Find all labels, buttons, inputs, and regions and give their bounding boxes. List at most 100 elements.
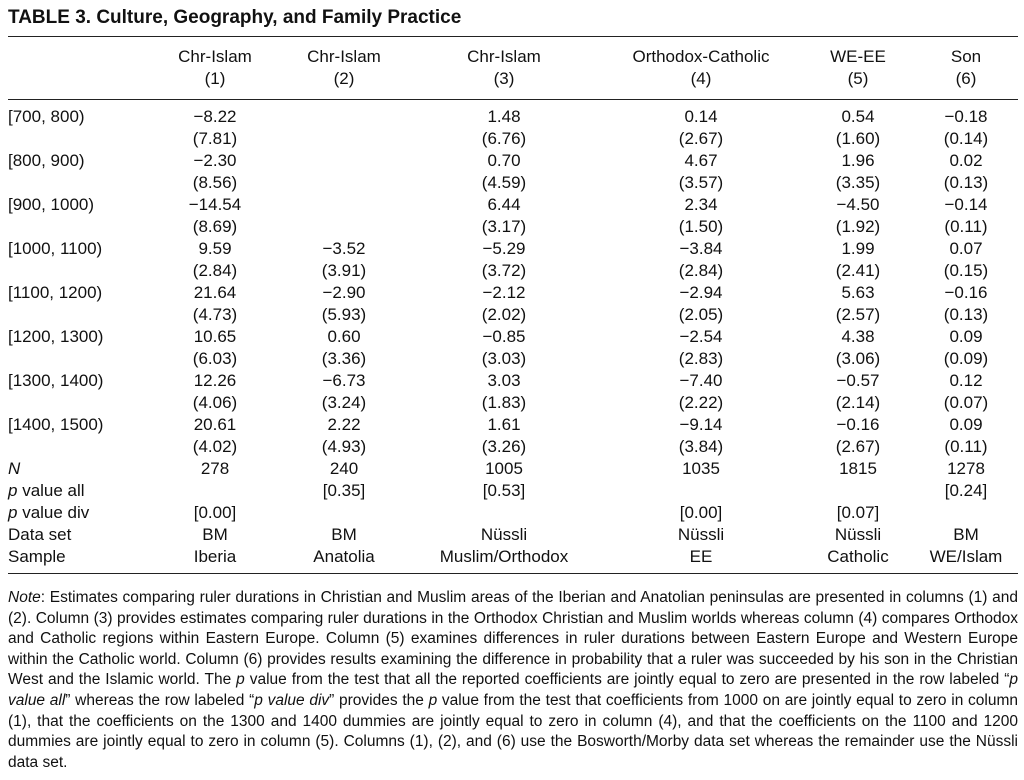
- statistic-row: Sample Iberia Anatolia Muslim/Orthodox EE Cat…: [8, 546, 1018, 568]
- note-text: ” whereas the row labeled “: [65, 691, 255, 709]
- statistic-cell: [0.00]: [193, 503, 237, 522]
- standard-error-cell: (2.22): [678, 393, 724, 412]
- standard-error-row: (4.02) (4.93) (3.26) (3.84) (2.67) (0.11): [8, 436, 1018, 458]
- column-numbers-row: (1) (2) (3) (4) (5) (6): [8, 68, 1018, 90]
- row-label-empty: [8, 216, 150, 238]
- statistic-row: Data set BM BM Nüssli Nüssli Nüssli BM: [8, 524, 1018, 546]
- statistic-label: Sample: [8, 546, 150, 568]
- standard-error-cell: (1.92): [835, 217, 881, 236]
- coefficient-cell: 10.65: [193, 327, 237, 346]
- statistic-cell: Catholic: [827, 547, 889, 566]
- coefficient-cell: −2.94: [679, 283, 723, 302]
- standard-error-cell: (2.57): [835, 305, 881, 324]
- standard-error-cell: (1.50): [678, 217, 724, 236]
- row-label-empty: [8, 436, 150, 458]
- statistic-label-text: N: [8, 459, 21, 478]
- standard-error-cell: [280, 216, 408, 238]
- statistic-label: Data set: [8, 524, 150, 546]
- standard-error-cell: (3.03): [481, 349, 527, 368]
- coefficient-cell: 20.61: [193, 415, 237, 434]
- coefficient-cell: 0.14: [684, 107, 718, 126]
- top-rule: [8, 36, 1018, 37]
- column-name: Son: [950, 47, 982, 66]
- statistic-label: N: [8, 458, 150, 480]
- statistic-cell: Anatolia: [313, 547, 375, 566]
- statistic-cell: [0.07]: [836, 503, 880, 522]
- column-number: (6): [955, 69, 977, 88]
- coefficient-cell: −0.16: [836, 415, 880, 434]
- standard-error-cell: (1.83): [481, 393, 527, 412]
- coefficient-cell: −2.90: [322, 283, 366, 302]
- statistic-label-italic: p: [8, 481, 18, 500]
- standard-error-cell: (4.06): [192, 393, 238, 412]
- statistic-label-text: Data set: [8, 525, 72, 544]
- statistic-cell: BM: [331, 525, 357, 544]
- standard-error-row: (7.81) (6.76) (2.67) (1.60) (0.14): [8, 128, 1018, 150]
- coefficient-cell: −4.50: [836, 195, 880, 214]
- column-number: (5): [847, 69, 869, 88]
- column-number: (1): [204, 69, 226, 88]
- standard-error-cell: (2.14): [835, 393, 881, 412]
- statistic-row: N 278 240 1005 1035 1815 1278: [8, 458, 1018, 480]
- coefficient-row: [1300, 1400) 12.26 −6.73 3.03 −7.40 −0.57 0.12: [8, 370, 1018, 392]
- row-label: [800, 900): [8, 151, 85, 170]
- standard-error-cell: [280, 128, 408, 150]
- standard-error-cell: (3.35): [835, 173, 881, 192]
- standard-error-cell: (1.60): [835, 129, 881, 148]
- standard-error-cell: (0.07): [943, 393, 989, 412]
- coefficient-cell: 2.22: [327, 415, 361, 434]
- coefficient-cell: 1.96: [841, 151, 875, 170]
- statistic-cell: EE: [689, 547, 713, 566]
- column-number: (3): [493, 69, 515, 88]
- coefficient-cell: −3.52: [322, 239, 366, 258]
- coefficient-cell: 0.60: [327, 327, 361, 346]
- coefficient-cell: 4.38: [841, 327, 875, 346]
- standard-error-cell: (3.72): [481, 261, 527, 280]
- statistic-cell: [600, 480, 802, 502]
- statistic-cell: Nüssli: [834, 525, 882, 544]
- coefficient-cell: −0.16: [944, 283, 988, 302]
- coefficient-row: [700, 800) −8.22 1.48 0.14 0.54 −0.18: [8, 106, 1018, 128]
- statistic-cell: WE/Islam: [929, 547, 1003, 566]
- coefficient-row: [900, 1000) −14.54 6.44 2.34 −4.50 −0.14: [8, 194, 1018, 216]
- coefficient-cell: 3.03: [487, 371, 521, 390]
- statistic-cell: 240: [329, 459, 359, 478]
- coefficient-cell: 0.12: [949, 371, 983, 390]
- coefficient-cell: 1.61: [487, 415, 521, 434]
- statistic-cell: [0.24]: [944, 481, 988, 500]
- standard-error-cell: (0.14): [943, 129, 989, 148]
- row-label-empty: [8, 128, 150, 150]
- standard-error-cell: (2.67): [678, 129, 724, 148]
- row-label-empty: [8, 348, 150, 370]
- coefficient-cell: 5.63: [841, 283, 875, 302]
- note-lead: Note: [8, 589, 41, 606]
- note-text: p value div: [254, 691, 330, 709]
- coefficient-cell: 0.07: [949, 239, 983, 258]
- column-name: Orthodox-Catholic: [632, 47, 770, 66]
- standard-error-row: (4.06) (3.24) (1.83) (2.22) (2.14) (0.07): [8, 392, 1018, 414]
- coefficient-cell: 2.34: [684, 195, 718, 214]
- statistic-label-text: value div: [17, 503, 90, 522]
- coefficient-cell: 4.67: [684, 151, 718, 170]
- statistic-cell: [0.35]: [322, 481, 366, 500]
- coefficient-cell: 0.09: [949, 327, 983, 346]
- coefficient-cell: −0.18: [944, 107, 988, 126]
- standard-error-cell: (2.02): [481, 305, 527, 324]
- row-label: [1300, 1400): [8, 371, 104, 390]
- standard-error-cell: (0.09): [943, 349, 989, 368]
- statistic-label-text: value all: [17, 481, 85, 500]
- table-title: TABLE 3. Culture, Geography, and Family …: [8, 7, 462, 28]
- row-label: [1400, 1500): [8, 415, 104, 434]
- statistic-cell: [914, 502, 1018, 524]
- results-body: [700, 800) −8.22 1.48 0.14 0.54 −0.18 (7.81) (6…: [8, 100, 1018, 568]
- statistic-label-italic: p: [8, 503, 18, 522]
- standard-error-cell: (4.73): [192, 305, 238, 324]
- coefficient-cell: 1.99: [841, 239, 875, 258]
- standard-error-cell: (4.59): [481, 173, 527, 192]
- statistic-cell: [280, 502, 408, 524]
- standard-error-cell: (2.84): [678, 261, 724, 280]
- coefficient-cell: [280, 106, 408, 128]
- standard-error-cell: (3.06): [835, 349, 881, 368]
- coefficient-cell: −5.29: [482, 239, 526, 258]
- standard-error-row: (6.03) (3.36) (3.03) (2.83) (3.06) (0.09): [8, 348, 1018, 370]
